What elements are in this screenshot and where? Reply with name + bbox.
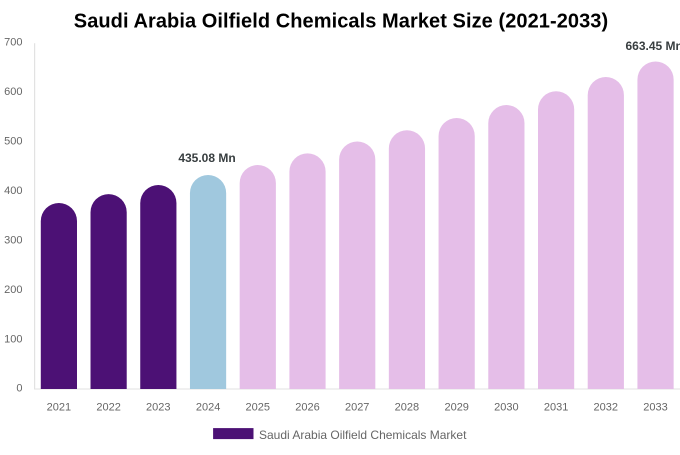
svg-text:2024: 2024	[196, 401, 220, 413]
svg-text:500: 500	[4, 136, 22, 148]
svg-text:2026: 2026	[295, 401, 319, 413]
svg-text:2027: 2027	[345, 401, 369, 413]
svg-text:700: 700	[4, 37, 22, 49]
svg-text:Saudi Arabia Oilfield Chemical: Saudi Arabia Oilfield Chemicals Market S…	[74, 11, 608, 33]
svg-text:2021: 2021	[47, 401, 71, 413]
svg-text:2033: 2033	[643, 401, 667, 413]
svg-text:Saudi Arabia Oilfield Chemical: Saudi Arabia Oilfield Chemicals Market	[259, 428, 467, 442]
svg-text:0: 0	[16, 383, 22, 395]
svg-text:300: 300	[4, 234, 22, 246]
svg-text:600: 600	[4, 86, 22, 98]
svg-text:100: 100	[4, 333, 22, 345]
svg-text:2023: 2023	[146, 401, 170, 413]
svg-text:663.45 Mn: 663.45 Mn	[626, 39, 680, 53]
svg-text:2030: 2030	[494, 401, 518, 413]
svg-text:2025: 2025	[246, 401, 270, 413]
svg-text:200: 200	[4, 284, 22, 296]
svg-text:2022: 2022	[96, 401, 120, 413]
svg-text:2028: 2028	[395, 401, 419, 413]
svg-text:2029: 2029	[444, 401, 468, 413]
svg-text:435.08 Mn: 435.08 Mn	[178, 151, 235, 165]
svg-text:400: 400	[4, 185, 22, 197]
svg-text:2031: 2031	[544, 401, 568, 413]
svg-text:2032: 2032	[594, 401, 618, 413]
